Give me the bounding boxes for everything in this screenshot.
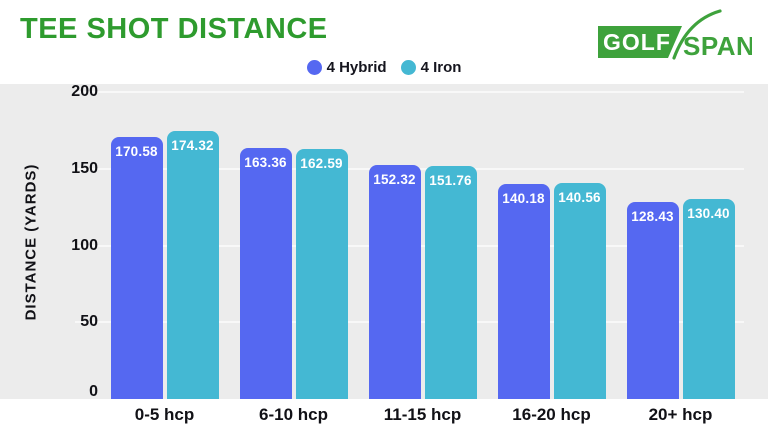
y-tick-label: 50 [80,313,98,331]
bar: 128.43 [626,201,679,399]
legend: 4 Hybrid 4 Iron [0,57,768,77]
bar: 162.59 [295,149,348,399]
bar: 152.32 [368,165,421,399]
bar: 130.40 [682,198,735,399]
y-tick-label: 0 [89,383,98,400]
bar-value-label: 163.36 [244,155,287,171]
bar-value-label: 170.58 [115,144,158,160]
y-tick-label: 200 [71,83,98,100]
bar-value-label: 162.59 [300,156,343,172]
x-tick-label: 11-15 hcp [383,405,462,424]
gridline [75,91,744,93]
y-tick-label: 150 [71,159,98,177]
bar-value-label: 140.18 [502,190,545,206]
x-tick-label: 0-5 hcp [134,405,195,424]
bar: 163.36 [239,148,292,399]
legend-item-hybrid: 4 Hybrid [306,58,387,76]
bar: 140.18 [497,183,550,399]
bar-value-label: 140.56 [558,190,601,206]
legend-dot-iron [400,59,416,75]
logo-box [598,26,682,58]
legend-dot-hybrid [306,59,322,75]
x-tick-label: 6-10 hcp [259,405,328,424]
legend-item-iron: 4 Iron [400,58,462,76]
bar: 151.76 [424,166,477,399]
bar-value-label: 128.43 [631,208,674,224]
legend-label-hybrid: 4 Hybrid [326,58,387,76]
bar-value-label: 174.32 [171,138,214,154]
x-tick-label: 16-20 hcp [512,405,591,424]
chart-area: DISTANCE (YARDS) 0 50 100 150 200 170.58 174.3… [0,83,768,424]
x-tick-label: 20+ hcp [648,405,713,424]
bar: 170.58 [110,137,163,399]
y-tick-label: 100 [71,236,98,254]
logo-text-golf: GOLF [603,29,671,55]
page-title: TEE SHOT DISTANCE [20,13,328,45]
bar-value-label: 130.40 [687,205,730,221]
swoosh-icon [672,9,722,60]
bar-value-label: 151.76 [429,173,472,189]
bar-value-label: 152.32 [373,172,416,188]
legend-label-iron: 4 Iron [420,58,462,76]
bar: 140.56 [553,183,606,399]
logo-text-span: SPAN [683,31,752,60]
golfspan-logo: GOLF SPAN [598,9,752,60]
bar: 174.32 [166,131,219,399]
